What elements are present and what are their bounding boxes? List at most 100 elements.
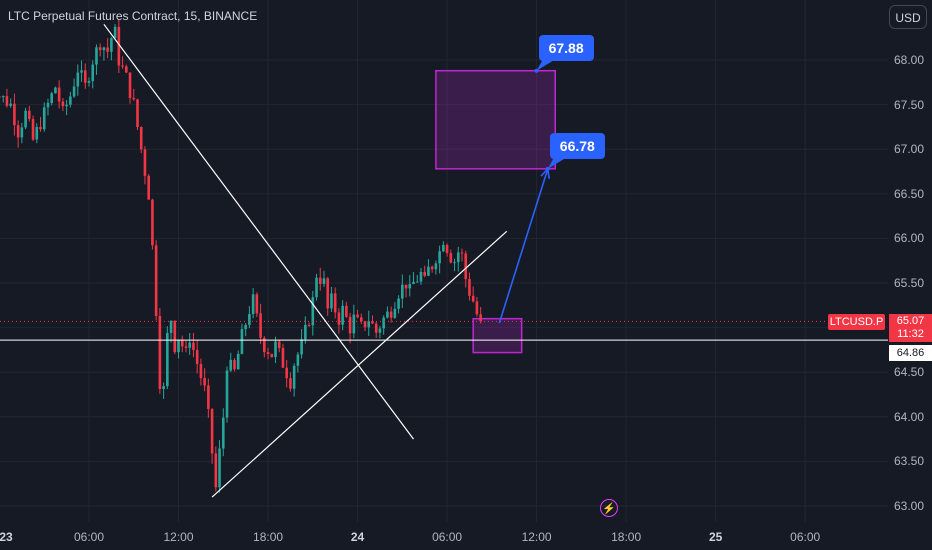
candle[interactable]: [5, 88, 9, 108]
candle[interactable]: [31, 115, 35, 142]
candle[interactable]: [80, 60, 83, 82]
candle[interactable]: [341, 300, 344, 331]
candle[interactable]: [244, 322, 247, 337]
candle[interactable]: [352, 304, 356, 339]
candle[interactable]: [378, 325, 382, 339]
candle[interactable]: [296, 352, 300, 373]
candle[interactable]: [57, 80, 61, 109]
candle[interactable]: [151, 198, 154, 250]
candle[interactable]: [188, 332, 192, 355]
candle[interactable]: [192, 332, 195, 358]
candle[interactable]: [423, 265, 426, 278]
candle[interactable]: [274, 336, 277, 364]
candle[interactable]: [72, 78, 76, 98]
candle[interactable]: [229, 352, 233, 373]
candle[interactable]: [16, 120, 20, 148]
candle[interactable]: [270, 353, 274, 358]
candle[interactable]: [389, 306, 393, 323]
candle[interactable]: [95, 44, 98, 75]
candle[interactable]: [263, 336, 266, 358]
candle[interactable]: [154, 240, 158, 321]
candle[interactable]: [449, 249, 453, 264]
candle[interactable]: [412, 272, 415, 285]
candle[interactable]: [386, 306, 389, 319]
candle[interactable]: [374, 321, 378, 338]
candle[interactable]: [87, 77, 91, 87]
candle[interactable]: [76, 64, 80, 96]
candle[interactable]: [128, 72, 132, 104]
candle[interactable]: [315, 273, 318, 301]
candle[interactable]: [110, 36, 113, 61]
candle[interactable]: [28, 105, 31, 122]
target-lower-label[interactable]: 66.78: [549, 132, 605, 159]
candle[interactable]: [277, 340, 281, 353]
candle[interactable]: [24, 107, 27, 130]
candle[interactable]: [259, 303, 262, 344]
candle[interactable]: [307, 322, 311, 327]
candle[interactable]: [382, 315, 385, 335]
candle[interactable]: [214, 446, 218, 492]
candle[interactable]: [225, 366, 229, 423]
candle[interactable]: [125, 64, 128, 73]
entry-zone-box[interactable]: [472, 317, 523, 354]
descending-trendline[interactable]: [103, 23, 414, 440]
candle[interactable]: [158, 307, 162, 394]
candle[interactable]: [147, 174, 150, 200]
candle[interactable]: [456, 246, 460, 272]
candle[interactable]: [203, 368, 206, 392]
candle[interactable]: [236, 350, 240, 370]
candle[interactable]: [143, 146, 147, 185]
candle[interactable]: [9, 98, 12, 108]
candle[interactable]: [326, 276, 330, 316]
candle[interactable]: [218, 440, 221, 493]
candle[interactable]: [162, 382, 165, 399]
candle[interactable]: [468, 272, 471, 301]
candle[interactable]: [415, 275, 419, 283]
candle[interactable]: [177, 339, 180, 359]
candle[interactable]: [471, 286, 475, 303]
candle[interactable]: [13, 93, 16, 136]
candle[interactable]: [184, 340, 188, 353]
candle[interactable]: [285, 359, 288, 388]
candle[interactable]: [430, 265, 434, 273]
candle[interactable]: [207, 378, 210, 418]
candle[interactable]: [438, 245, 441, 274]
candle[interactable]: [113, 24, 117, 39]
candle[interactable]: [166, 326, 169, 390]
candle[interactable]: [397, 295, 400, 314]
candle[interactable]: [304, 316, 307, 344]
currency-button[interactable]: USD: [889, 5, 927, 29]
candle[interactable]: [479, 306, 482, 324]
candle[interactable]: [300, 329, 303, 359]
candle[interactable]: [83, 63, 87, 89]
candle[interactable]: [54, 86, 57, 94]
candle[interactable]: [199, 358, 203, 386]
lightning-icon[interactable]: ⚡: [600, 499, 618, 517]
candle[interactable]: [102, 46, 106, 61]
candle[interactable]: [50, 91, 53, 106]
candle[interactable]: [311, 290, 315, 336]
candle[interactable]: [427, 259, 430, 276]
candle[interactable]: [248, 306, 251, 329]
candle[interactable]: [419, 268, 423, 285]
candle[interactable]: [475, 296, 479, 317]
candle[interactable]: [401, 274, 404, 308]
candle[interactable]: [356, 309, 359, 319]
candle[interactable]: [132, 88, 136, 101]
ascending-trendline[interactable]: [211, 230, 508, 498]
candle[interactable]: [318, 267, 322, 291]
candle[interactable]: [121, 56, 124, 69]
candle[interactable]: [322, 270, 326, 287]
candle[interactable]: [445, 243, 449, 257]
target-zone-box[interactable]: [435, 69, 557, 170]
candle[interactable]: [393, 302, 397, 319]
candle[interactable]: [65, 99, 68, 116]
candle[interactable]: [139, 126, 143, 154]
candle[interactable]: [46, 98, 50, 116]
candle[interactable]: [434, 260, 438, 275]
candle[interactable]: [255, 292, 259, 318]
candle[interactable]: [330, 286, 333, 312]
candle[interactable]: [289, 372, 292, 392]
candle[interactable]: [281, 343, 285, 369]
candle[interactable]: [106, 38, 109, 59]
